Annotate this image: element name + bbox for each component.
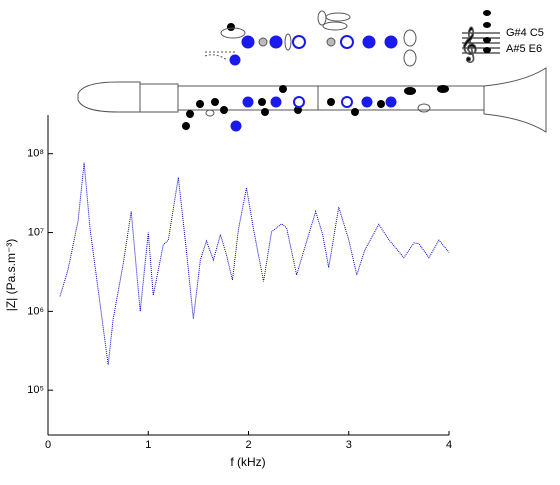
y-tick-label: 10⁸	[27, 148, 44, 160]
clef: 𝄞	[460, 27, 478, 63]
y-tick-label: 10⁶	[27, 305, 44, 317]
clarinet-diagram: 𝄞	[77, 10, 547, 133]
y-axis-label: |Z| (Pa.s.m⁻³)	[4, 239, 18, 312]
note-label: A#5 E6	[506, 43, 542, 55]
staff: 𝄞	[460, 10, 500, 63]
x-tick-label: 1	[145, 439, 151, 451]
tone-holes	[229, 35, 398, 132]
x-axis-label: f (kHz)	[230, 455, 265, 469]
x-tick-label: 2	[245, 439, 251, 451]
x-tick-label: 3	[346, 439, 352, 451]
x-tick-label: 0	[45, 439, 51, 451]
y-tick-label: 10⁷	[28, 226, 44, 238]
x-tick-label: 4	[446, 439, 452, 451]
keys	[182, 23, 449, 130]
barrel	[139, 83, 179, 113]
plot-area	[48, 115, 449, 435]
y-tick-label: 10⁵	[27, 384, 44, 396]
mouthpiece	[77, 81, 141, 113]
data-line	[59, 162, 450, 365]
note-label: G#4 C5	[506, 27, 544, 39]
bell	[483, 67, 547, 133]
